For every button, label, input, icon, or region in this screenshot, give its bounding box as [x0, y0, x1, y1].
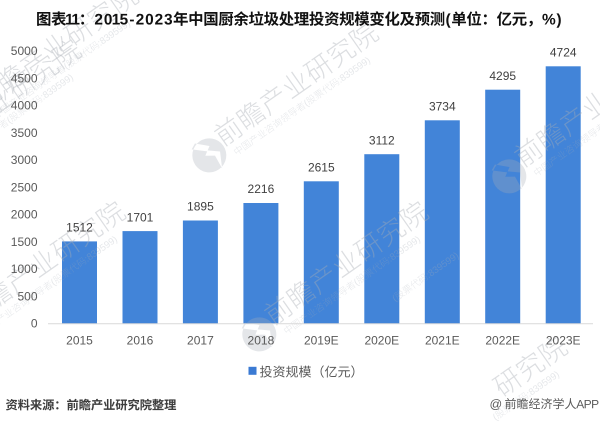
svg-text:2017: 2017: [187, 334, 214, 348]
svg-text:4000: 4000: [11, 99, 38, 113]
svg-text:2021E: 2021E: [425, 334, 460, 348]
svg-text:3734: 3734: [429, 100, 456, 114]
svg-text:4295: 4295: [489, 69, 516, 83]
svg-text:1512: 1512: [66, 221, 93, 235]
svg-text:0: 0: [31, 317, 38, 331]
svg-text:1701: 1701: [127, 210, 154, 224]
svg-text:500: 500: [17, 289, 37, 303]
svg-text:3000: 3000: [11, 153, 38, 167]
svg-text:4500: 4500: [11, 71, 38, 85]
svg-text:3500: 3500: [11, 126, 38, 140]
svg-text:2019E: 2019E: [304, 334, 339, 348]
svg-text:2500: 2500: [11, 180, 38, 194]
svg-text:2216: 2216: [248, 182, 275, 196]
svg-text:2615: 2615: [308, 161, 335, 175]
svg-text:2000: 2000: [11, 208, 38, 222]
svg-text:2020E: 2020E: [364, 334, 399, 348]
svg-text:2023E: 2023E: [546, 334, 581, 348]
svg-text:2015: 2015: [66, 334, 93, 348]
svg-text:3112: 3112: [369, 133, 395, 147]
svg-text:2016: 2016: [127, 334, 154, 348]
svg-text:4724: 4724: [550, 46, 577, 60]
svg-text:5000: 5000: [11, 44, 38, 58]
svg-text:1000: 1000: [11, 262, 38, 276]
svg-text:1500: 1500: [11, 235, 38, 249]
svg-text:1895: 1895: [187, 200, 214, 214]
svg-text:2018: 2018: [248, 334, 275, 348]
svg-text:2022E: 2022E: [485, 334, 520, 348]
